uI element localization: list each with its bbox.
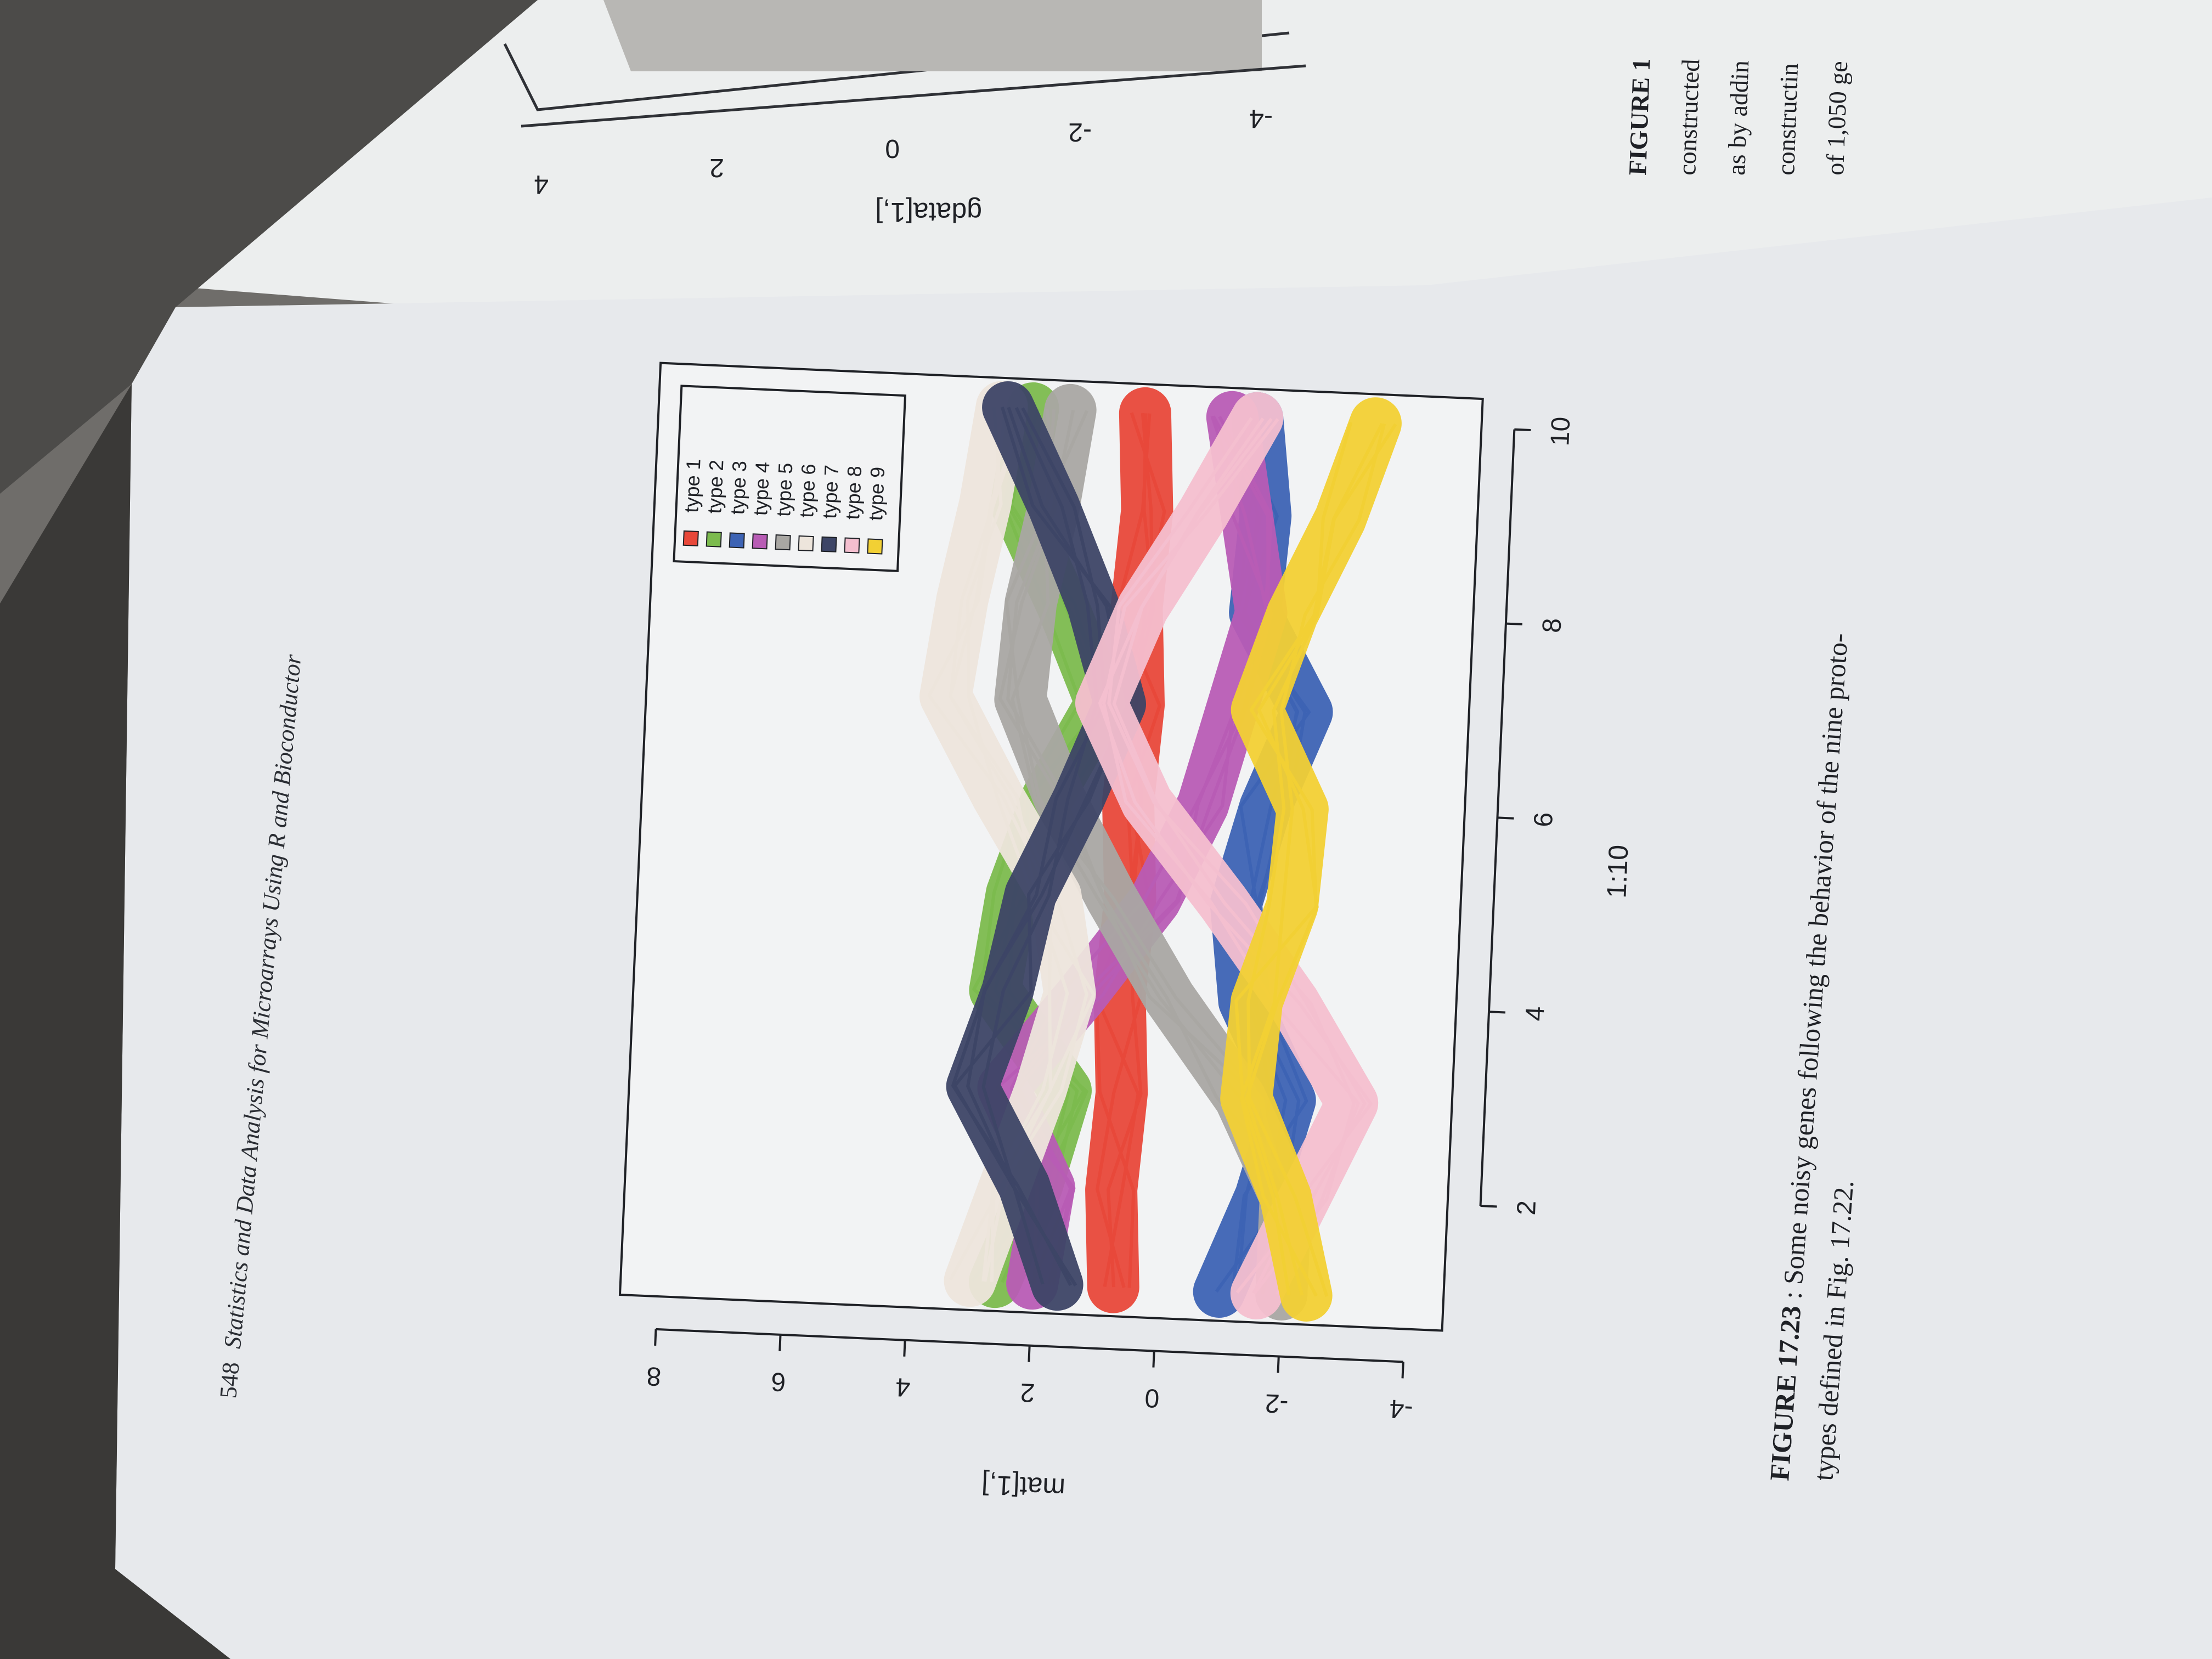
legend-box [673, 385, 907, 572]
series-band-8 [1075, 392, 1379, 1319]
legend-label: type 4 [749, 461, 774, 516]
legend-swatch [798, 535, 814, 552]
legend-label: type 5 [772, 462, 797, 517]
y-tick-label: 8 [646, 1361, 662, 1391]
right-page-gutter-shadow [0, 0, 538, 494]
right-y-tick-2: 2 [709, 153, 724, 182]
right-axis-line [521, 64, 1306, 128]
right-caption-line: constructin [1771, 63, 1803, 176]
legend-label: type 2 [703, 459, 727, 514]
y-tick-mark [903, 1340, 906, 1357]
legend-swatch [706, 531, 722, 548]
series-line-1 [1107, 413, 1161, 1288]
y-tick-label: 4 [895, 1372, 911, 1402]
x-axis: 2 4 6 8 10 [1479, 416, 1576, 1216]
series-line-9 [1245, 423, 1397, 1296]
page-number: 548 [215, 1361, 245, 1400]
right-y-axis-label: gdata[1,] [875, 197, 982, 228]
y-tick-label: 2 [1019, 1378, 1035, 1407]
right-caption-label: FIGURE 1 [1623, 58, 1655, 176]
right-y-tick-0: 0 [885, 134, 900, 163]
legend-label: type 9 [864, 466, 889, 521]
y-axis: -4 -2 0 2 4 6 8 [646, 1328, 1414, 1424]
series-line-8 [1107, 417, 1367, 1294]
y-tick-mark [1152, 1351, 1155, 1368]
legend-label: type 8 [841, 465, 866, 520]
legend-label: type 3 [726, 460, 751, 515]
series-layer [919, 381, 1402, 1322]
y-tick-label: -4 [1389, 1393, 1414, 1424]
right-page-content: 4 2 0 -2 -4 gdata[1,] FIGURE 1 construct… [503, 0, 1853, 228]
series-line-9 [1240, 423, 1386, 1297]
legend-label: type 7 [818, 464, 843, 519]
series-band-9 [1220, 397, 1402, 1322]
y-axis-label: mat[1,] [981, 1469, 1066, 1504]
series-line-7 [981, 407, 1099, 1285]
right-y-tick-4: 4 [534, 170, 549, 199]
x-tick-label: 4 [1520, 1006, 1550, 1022]
right-caption-line: as by addin [1722, 60, 1754, 176]
legend-swatch [752, 533, 768, 550]
legend-swatch [867, 538, 883, 555]
legend-swatch [682, 530, 699, 546]
x-tick-label: 6 [1529, 812, 1559, 828]
left-page-edge [0, 384, 230, 1659]
right-y-tick-neg2: -2 [1068, 117, 1092, 146]
series-line-7 [966, 407, 1131, 1286]
legend-swatch [775, 534, 791, 551]
series-line-9 [1234, 422, 1384, 1295]
y-tick-label: 6 [770, 1367, 786, 1396]
x-tick-mark [1497, 816, 1514, 820]
legend-label: type 1 [680, 458, 704, 513]
plot-frame [618, 362, 1484, 1332]
legend-swatch [821, 536, 837, 552]
series-line-7 [951, 407, 1107, 1286]
legend-label: type 6 [795, 464, 820, 518]
y-tick-label: -2 [1265, 1388, 1289, 1418]
x-axis-label: 1:10 [1601, 844, 1634, 899]
y-tick-label: 0 [1144, 1383, 1160, 1413]
y-tick-mark [654, 1329, 657, 1346]
right-chart-data-blob [603, 0, 1262, 71]
series-line-9 [1246, 421, 1353, 1297]
right-caption-line: constructed [1673, 59, 1705, 176]
x-tick-label: 10 [1545, 416, 1576, 447]
right-caption-line: of 1,050 ge [1821, 60, 1853, 176]
x-tick-label: 2 [1512, 1200, 1542, 1216]
series-line-8 [1112, 417, 1356, 1295]
right-y-tick-neg4: -4 [1249, 104, 1273, 133]
legend-swatch [729, 532, 745, 549]
legend-swatch [844, 537, 860, 554]
x-tick-label: 8 [1537, 618, 1567, 634]
